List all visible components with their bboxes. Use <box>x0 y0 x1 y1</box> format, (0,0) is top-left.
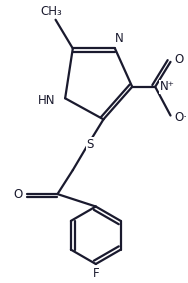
Text: CH₃: CH₃ <box>41 5 63 18</box>
Text: S: S <box>86 138 94 151</box>
Text: O: O <box>174 53 184 67</box>
Text: HN: HN <box>38 94 56 107</box>
Text: F: F <box>92 267 99 280</box>
Text: N: N <box>114 32 123 45</box>
Text: N⁺: N⁺ <box>160 80 175 93</box>
Text: O·: O· <box>174 111 187 124</box>
Text: O: O <box>14 188 23 201</box>
